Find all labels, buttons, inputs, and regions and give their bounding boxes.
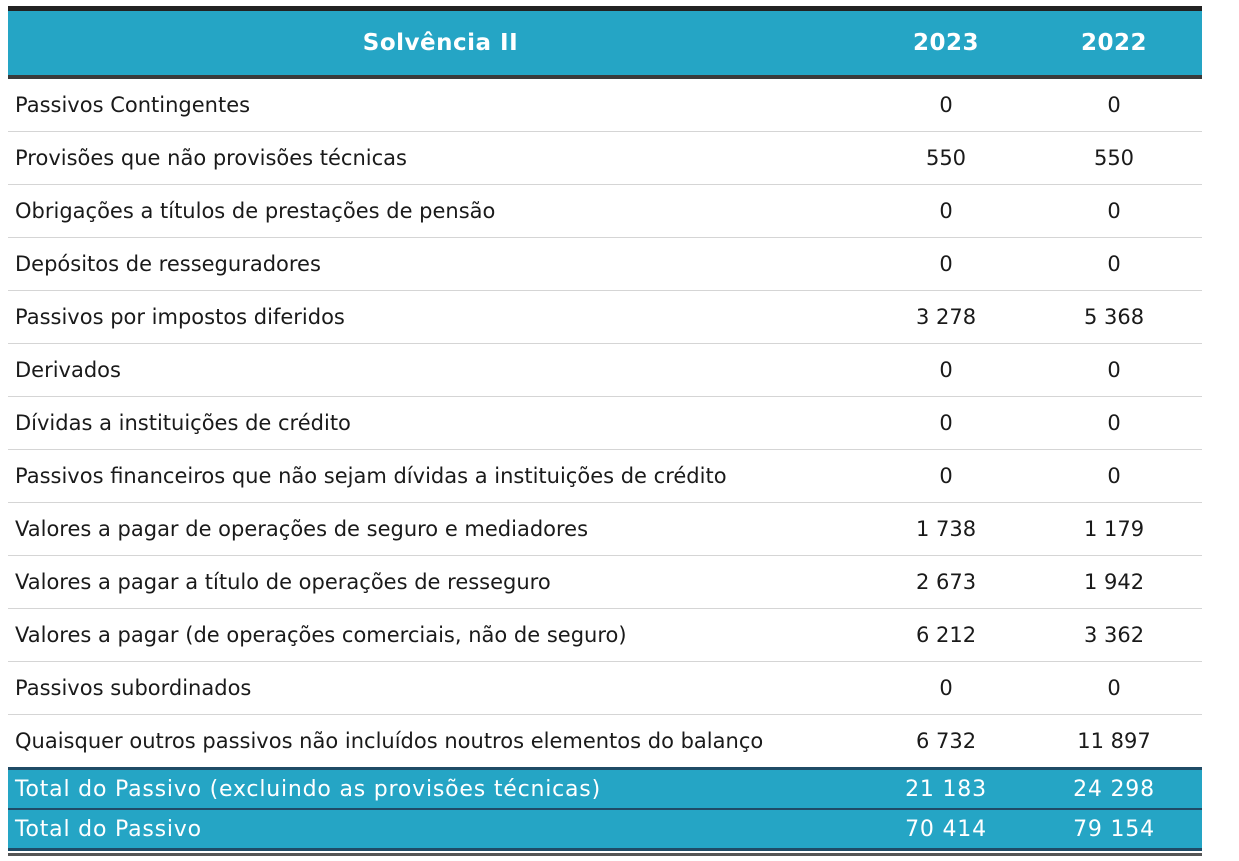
table-row: Derivados 0 0	[8, 344, 1202, 397]
row-value-2023: 3 278	[915, 305, 977, 329]
totals-block: Total do Passivo (excluindo as provisões…	[8, 767, 1202, 851]
row-value-2022: 0	[1107, 93, 1121, 117]
total-value-2022: 79 154	[1073, 816, 1155, 842]
row-label: Depósitos de resseguradores	[15, 252, 321, 276]
row-value-2022: 1 942	[1083, 570, 1145, 594]
table-row: Depósitos de resseguradores 0 0	[8, 238, 1202, 291]
row-value-2022: 11 897	[1077, 729, 1151, 753]
header-solvencia: Solvência II	[362, 30, 519, 56]
row-value-2023: 550	[925, 146, 967, 170]
row-label: Dívidas a instituições de crédito	[15, 411, 351, 435]
header-year-2022: 2022	[1080, 30, 1147, 56]
row-label: Valores a pagar a título de operações de…	[15, 570, 551, 594]
total-label: Total do Passivo	[15, 816, 202, 842]
table-row: Passivos financeiros que não sejam dívid…	[8, 450, 1202, 503]
row-label: Passivos subordinados	[15, 676, 252, 700]
row-label: Derivados	[15, 358, 121, 382]
total-row-excl-technical: Total do Passivo (excluindo as provisões…	[8, 770, 1202, 808]
row-value-2022: 0	[1107, 358, 1121, 382]
row-label: Valores a pagar de operações de seguro e…	[15, 517, 589, 541]
table-row: Quaisquer outros passivos não incluídos …	[8, 715, 1202, 767]
row-value-2023: 6 732	[915, 729, 977, 753]
row-value-2023: 0	[939, 464, 953, 488]
row-value-2022: 0	[1107, 199, 1121, 223]
row-value-2022: 0	[1107, 252, 1121, 276]
table-row: Passivos subordinados 0 0	[8, 662, 1202, 715]
header-year-2023: 2023	[912, 30, 979, 56]
row-value-2022: 5 368	[1083, 305, 1145, 329]
row-value-2023: 0	[939, 199, 953, 223]
table-body: Passivos Contingentes 0 0 Provisões que …	[8, 79, 1202, 767]
row-label: Passivos por impostos diferidos	[15, 305, 345, 329]
table-top-rule	[8, 6, 1202, 11]
row-value-2022: 0	[1107, 464, 1121, 488]
table-row: Valores a pagar de operações de seguro e…	[8, 503, 1202, 556]
total-value-2023: 21 183	[905, 776, 987, 802]
table-row: Passivos Contingentes 0 0	[8, 79, 1202, 132]
table-row: Valores a pagar a título de operações de…	[8, 556, 1202, 609]
row-label: Valores a pagar (de operações comerciais…	[15, 623, 627, 647]
row-value-2023: 0	[939, 93, 953, 117]
total-value-2023: 70 414	[905, 816, 987, 842]
row-value-2022: 0	[1107, 676, 1121, 700]
header-rule	[8, 75, 1202, 79]
solvency-table: Solvência II 2023 2022 Passivos Continge…	[8, 6, 1202, 856]
row-label: Quaisquer outros passivos não incluídos …	[15, 729, 764, 753]
row-value-2022: 3 362	[1083, 623, 1145, 647]
row-value-2022: 0	[1107, 411, 1121, 435]
row-value-2023: 0	[939, 411, 953, 435]
row-value-2023: 0	[939, 358, 953, 382]
table-row: Dívidas a instituições de crédito 0 0	[8, 397, 1202, 450]
row-value-2023: 0	[939, 252, 953, 276]
row-value-2023: 6 212	[915, 623, 977, 647]
row-label: Passivos financeiros que não sejam dívid…	[15, 464, 727, 488]
row-value-2022: 550	[1093, 146, 1135, 170]
table-header-row: Solvência II 2023 2022	[8, 11, 1202, 75]
row-value-2023: 2 673	[915, 570, 977, 594]
row-label: Passivos Contingentes	[15, 93, 251, 117]
row-label: Provisões que não provisões técnicas	[15, 146, 407, 170]
row-label: Obrigações a títulos de prestações de pe…	[15, 199, 496, 223]
total-value-2022: 24 298	[1073, 776, 1155, 802]
row-value-2023: 0	[939, 676, 953, 700]
table-row: Provisões que não provisões técnicas 550…	[8, 132, 1202, 185]
row-value-2023: 1 738	[915, 517, 977, 541]
table-bottom-rule	[8, 853, 1202, 856]
total-label: Total do Passivo (excluindo as provisões…	[15, 776, 601, 802]
table-row: Valores a pagar (de operações comerciais…	[8, 609, 1202, 662]
table-row: Passivos por impostos diferidos 3 278 5 …	[8, 291, 1202, 344]
table-row: Obrigações a títulos de prestações de pe…	[8, 185, 1202, 238]
total-row-passivo: Total do Passivo 70 414 79 154	[8, 810, 1202, 848]
row-value-2022: 1 179	[1083, 517, 1145, 541]
